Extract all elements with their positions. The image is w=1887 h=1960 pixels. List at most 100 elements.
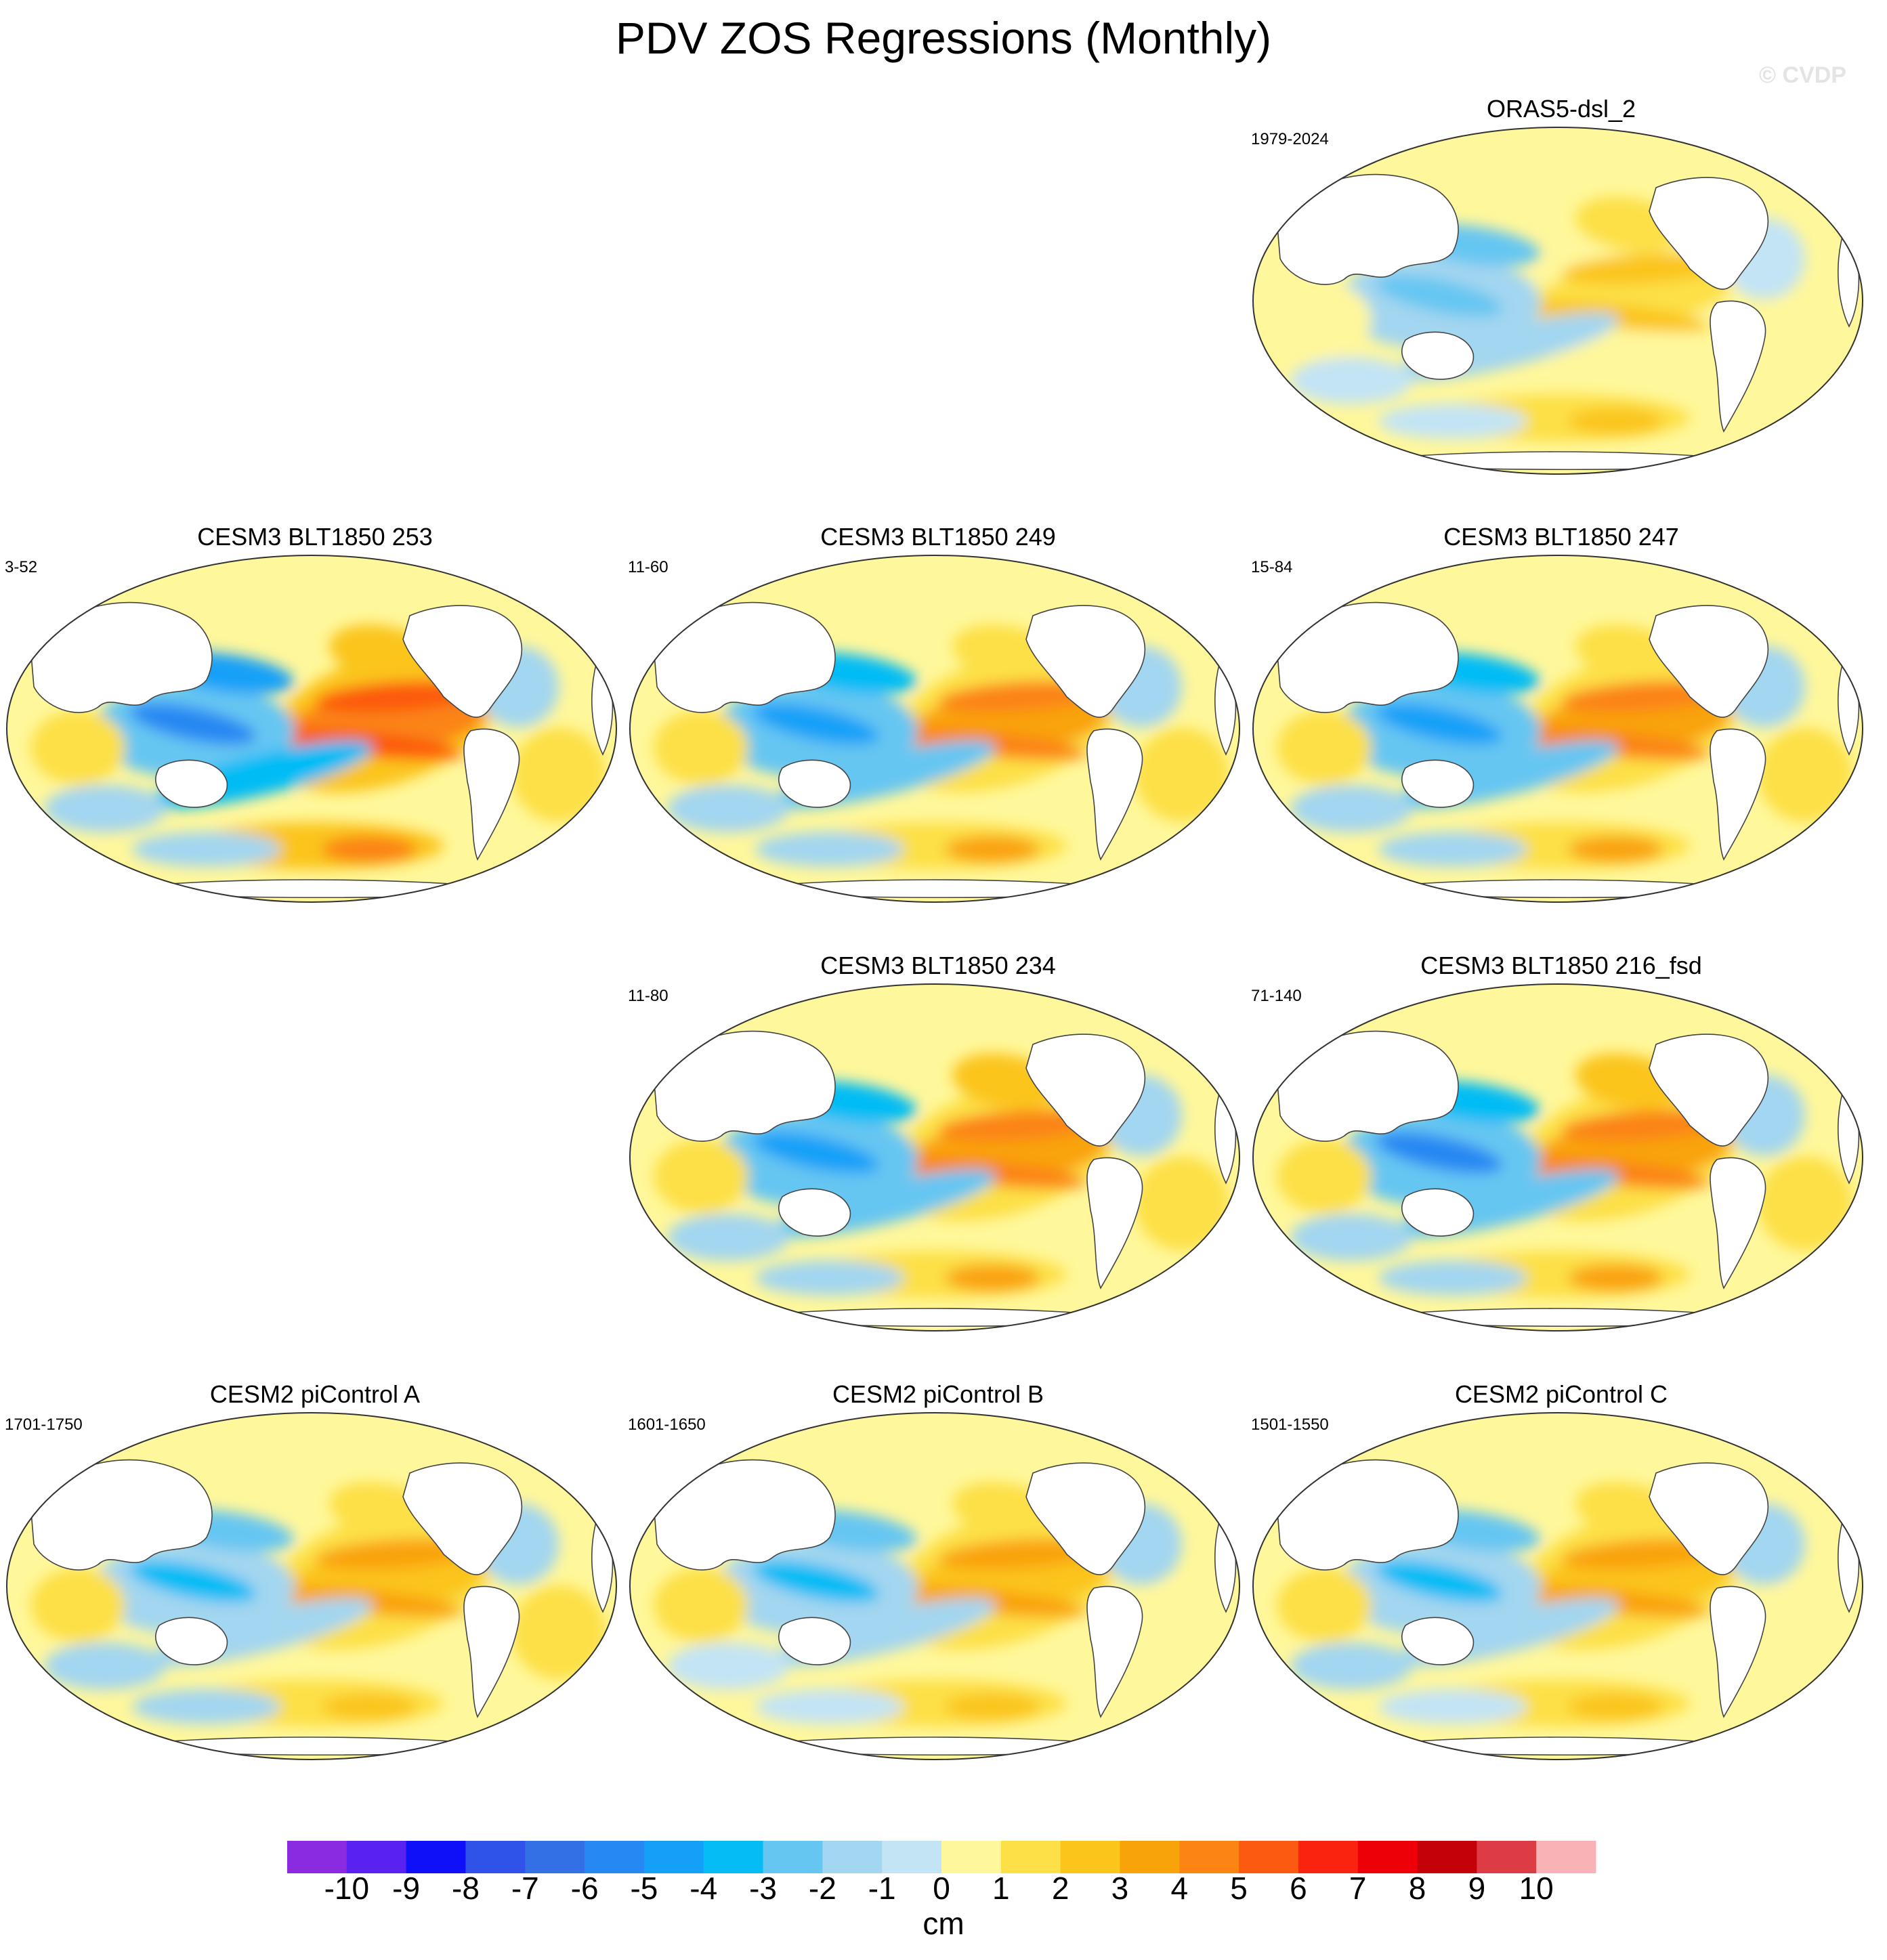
- southern-ocean-core: [322, 836, 417, 863]
- north-america-land: [1649, 1462, 1769, 1575]
- map: [6, 1412, 617, 1760]
- colorbar-swatch: [703, 1841, 764, 1873]
- panel-cesm2-b: CESM2 piControl B 1601-1650: [627, 1380, 1250, 1766]
- indian-ocean: [30, 710, 125, 785]
- colorbar-tick-label: -9: [392, 1871, 420, 1906]
- colorbar-tick-label: -4: [690, 1871, 717, 1906]
- warm-pool-cool: [129, 1560, 257, 1602]
- southern-ocean-b: [755, 1689, 904, 1724]
- asia-land: [30, 1459, 213, 1571]
- indian-ocean: [1277, 1139, 1372, 1214]
- colorbar-tick-label: -2: [809, 1871, 836, 1906]
- warm-pool-cool: [1376, 1560, 1503, 1602]
- colorbar-swatch: [822, 1841, 883, 1873]
- south-atlantic: [1758, 1156, 1852, 1251]
- antarctica-land: [1351, 1308, 1765, 1327]
- colorbar-tick-label: -6: [571, 1871, 599, 1906]
- antarctica-land: [727, 1737, 1142, 1756]
- indian-ocean: [30, 1568, 125, 1642]
- map-border: [1252, 1412, 1863, 1760]
- anomaly-field: [1277, 624, 1852, 870]
- colorbar-swatch: [1417, 1841, 1477, 1873]
- panel-cesm3-247: CESM3 BLT1850 247 15-84: [1250, 523, 1873, 909]
- south-america-land: [463, 728, 520, 861]
- colorbar-swatch: [941, 1841, 1002, 1873]
- greenland-land: [1166, 1434, 1207, 1476]
- south-atlantic: [511, 727, 606, 822]
- southern-ocean-core: [1568, 1693, 1663, 1720]
- colorbar-tick-label: 9: [1468, 1871, 1486, 1906]
- colorbar-swatch: [1536, 1841, 1596, 1873]
- south-atlantic: [1135, 1585, 1229, 1680]
- colorbar-swatch: [585, 1841, 645, 1873]
- panel-years: 11-80: [628, 987, 669, 1005]
- colorbar-swatch: [1179, 1841, 1239, 1873]
- south-atlantic: [511, 1585, 606, 1680]
- antarctica-land: [1351, 879, 1765, 899]
- panel-title: CESM2 piControl C: [1454, 1380, 1668, 1408]
- south-indian: [667, 1642, 789, 1690]
- colorbar-units-label: cm: [923, 1906, 964, 1941]
- north-pacific-core: [938, 1538, 1101, 1571]
- panel-title: ORAS5-dsl_2: [1486, 95, 1636, 123]
- antarctica-land: [727, 1308, 1142, 1327]
- asia-land: [1276, 1030, 1459, 1142]
- north-america-land: [1649, 605, 1769, 718]
- australia-land: [778, 1617, 851, 1665]
- north-pacific-core: [938, 681, 1101, 713]
- south-america-land: [1710, 728, 1766, 861]
- colorbar-tick-label: -3: [749, 1871, 777, 1906]
- southern-ocean-b: [132, 832, 281, 867]
- south-america-land: [1086, 1585, 1143, 1718]
- north-america-land: [1025, 1462, 1146, 1575]
- colorbar-tick-label: 7: [1349, 1871, 1367, 1906]
- anomaly-field: [654, 1482, 1229, 1727]
- panel-title: CESM2 piControl A: [209, 1380, 421, 1408]
- colorbar-swatch: [406, 1841, 466, 1873]
- colorbar-tick-label: -7: [511, 1871, 539, 1906]
- panel-years: 11-60: [628, 558, 669, 576]
- southern-ocean-b: [755, 832, 904, 867]
- north-pacific-core: [1561, 681, 1724, 713]
- warm-pool-cool: [752, 1560, 880, 1602]
- colorbar-tick-label: 1: [992, 1871, 1010, 1906]
- antarctica-land: [727, 879, 1142, 899]
- panel-years: 1501-1550: [1251, 1415, 1329, 1434]
- north-pacific-core: [1561, 253, 1724, 285]
- panel-years: 3-52: [5, 558, 38, 576]
- south-atlantic: [1758, 1585, 1852, 1680]
- colorbar-swatch: [1060, 1841, 1120, 1873]
- map: [1252, 555, 1863, 903]
- southern-ocean-core: [1568, 836, 1663, 863]
- colorbar-tick-label: 2: [1052, 1871, 1069, 1906]
- panel-cesm3-216-fsd: CESM3 BLT1850 216_fsd 71-140: [1250, 952, 1873, 1338]
- south-america-land: [463, 1585, 520, 1718]
- australia-land: [1401, 1617, 1475, 1665]
- panel-title: CESM3 BLT1850 234: [820, 952, 1056, 979]
- southern-ocean-b: [1378, 404, 1527, 439]
- asia-land: [30, 601, 213, 713]
- panel-oras5: ORAS5-dsl_2 1979-2024: [1250, 95, 1873, 481]
- colorbar-tick-label: 10: [1519, 1871, 1554, 1906]
- colorbar-swatch: [287, 1841, 347, 1873]
- north-america-land: [1025, 605, 1146, 718]
- colorbar-tick-label: 8: [1409, 1871, 1426, 1906]
- southern-ocean-b: [755, 1260, 904, 1296]
- colorbar-tick-label: -10: [324, 1871, 369, 1906]
- south-america-land: [1710, 1585, 1766, 1718]
- map: [629, 983, 1240, 1331]
- southern-ocean-b: [132, 1689, 281, 1724]
- southern-ocean-core: [945, 1693, 1040, 1720]
- colorbar-tick-label: 5: [1230, 1871, 1248, 1906]
- north-america-land: [1025, 1034, 1146, 1147]
- panel-title: CESM3 BLT1850 253: [197, 523, 433, 551]
- map: [629, 1412, 1240, 1760]
- colorbar-tick-label: -1: [868, 1871, 896, 1906]
- colorbar-tick-label: -8: [452, 1871, 480, 1906]
- anomaly-field: [30, 624, 606, 870]
- panel-cesm3-234: CESM3 BLT1850 234 11-80: [627, 952, 1250, 1338]
- indian-ocean: [1277, 1568, 1372, 1642]
- greenland-land: [543, 1434, 584, 1476]
- south-america-land: [1710, 1157, 1766, 1290]
- antarctica-land: [104, 879, 519, 899]
